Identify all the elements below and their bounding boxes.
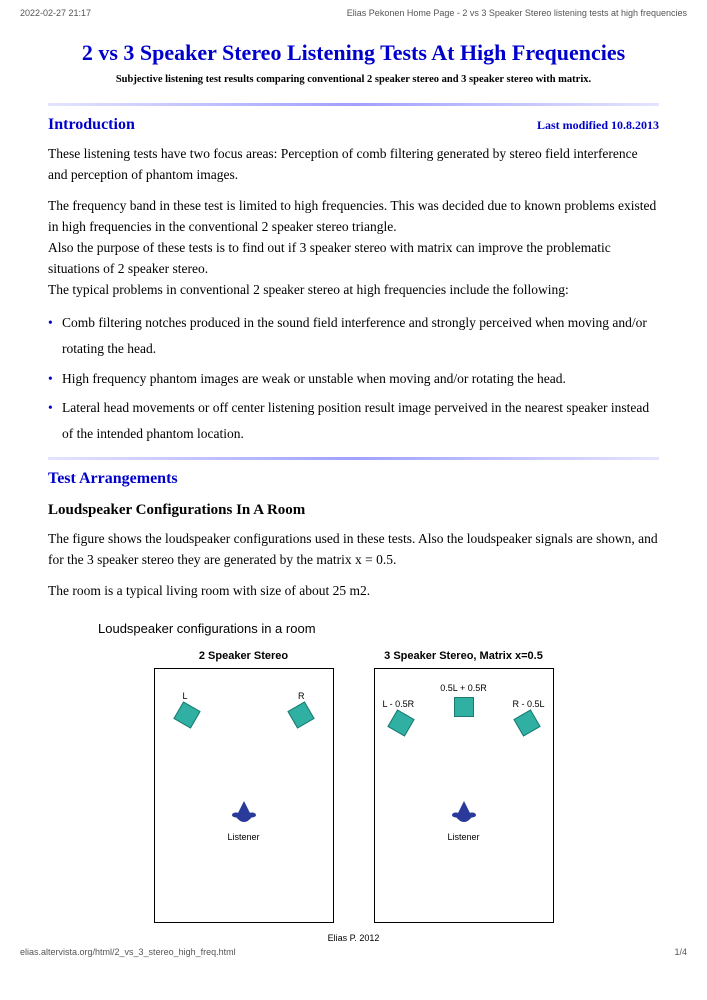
speaker-label-left: L - 0.5R bbox=[383, 699, 415, 709]
room-3-speaker: 3 Speaker Stereo, Matrix x=0.5 L - 0.5R … bbox=[374, 650, 554, 923]
list-item: Lateral head movements or off center lis… bbox=[48, 395, 659, 446]
intro-heading: Introduction bbox=[48, 116, 135, 134]
intro-para-2: The frequency band in these test is limi… bbox=[48, 196, 659, 301]
listener-icon: Listener bbox=[227, 799, 259, 842]
speaker-icon bbox=[173, 702, 200, 729]
intro-para-1: These listening tests have two focus are… bbox=[48, 144, 659, 186]
footer-page: 1/4 bbox=[674, 947, 687, 957]
speaker-icon bbox=[513, 710, 540, 737]
listener-label: Listener bbox=[227, 832, 259, 842]
room-diagram: L R Listener bbox=[154, 668, 334, 923]
arrangements-para-2: The room is a typical living room with s… bbox=[48, 581, 659, 602]
divider bbox=[48, 457, 659, 460]
problems-list: Comb filtering notches produced in the s… bbox=[48, 310, 659, 446]
header-timestamp: 2022-02-27 21:17 bbox=[20, 8, 91, 18]
arrangements-heading: Test Arrangements bbox=[48, 470, 659, 488]
header-title: Elias Pekonen Home Page - 2 vs 3 Speaker… bbox=[347, 8, 687, 18]
arrangements-para-1: The figure shows the loudspeaker configu… bbox=[48, 529, 659, 571]
listener-label: Listener bbox=[447, 832, 479, 842]
speaker-icon bbox=[387, 710, 414, 737]
last-modified: Last modified 10.8.2013 bbox=[537, 118, 659, 133]
intro-header-row: Introduction Last modified 10.8.2013 bbox=[48, 116, 659, 134]
subtitle: Subjective listening test results compar… bbox=[48, 74, 659, 85]
print-header: 2022-02-27 21:17 Elias Pekonen Home Page… bbox=[0, 0, 707, 22]
room-2-speaker: 2 Speaker Stereo L R Listener bbox=[154, 650, 334, 923]
speaker-icon bbox=[287, 702, 314, 729]
room-title: 3 Speaker Stereo, Matrix x=0.5 bbox=[374, 650, 554, 662]
list-item: Comb filtering notches produced in the s… bbox=[48, 310, 659, 361]
main-content: 2 vs 3 Speaker Stereo Listening Tests At… bbox=[0, 40, 707, 943]
room-title: 2 Speaker Stereo bbox=[154, 650, 334, 662]
speaker-label-right: R - 0.5L bbox=[512, 699, 544, 709]
config-subheading: Loudspeaker Configurations In A Room bbox=[48, 502, 659, 519]
figure-credit: Elias P. 2012 bbox=[48, 933, 659, 943]
footer-url: elias.altervista.org/html/2_vs_3_stereo_… bbox=[20, 947, 236, 957]
figure: Loudspeaker configurations in a room 2 S… bbox=[48, 621, 659, 943]
speaker-label-left: L bbox=[183, 691, 188, 701]
room-diagram: L - 0.5R 0.5L + 0.5R R - 0.5L Listener bbox=[374, 668, 554, 923]
speaker-label-center: 0.5L + 0.5R bbox=[440, 683, 486, 693]
rooms-container: 2 Speaker Stereo L R Listener bbox=[48, 650, 659, 923]
speaker-label-right: R bbox=[298, 691, 305, 701]
listener-icon: Listener bbox=[447, 799, 479, 842]
print-footer: elias.altervista.org/html/2_vs_3_stereo_… bbox=[0, 943, 707, 965]
figure-title: Loudspeaker configurations in a room bbox=[98, 621, 659, 636]
divider bbox=[48, 103, 659, 106]
page-title: 2 vs 3 Speaker Stereo Listening Tests At… bbox=[48, 40, 659, 66]
list-item: High frequency phantom images are weak o… bbox=[48, 366, 659, 392]
speaker-icon bbox=[454, 697, 474, 717]
